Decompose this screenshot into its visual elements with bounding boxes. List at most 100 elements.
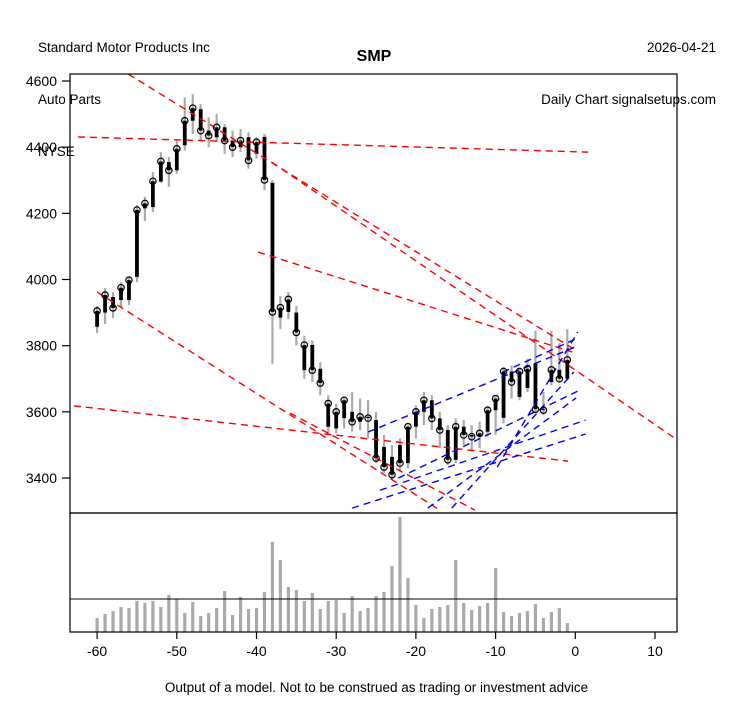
chart-title: SMP: [356, 48, 392, 65]
close-marker: [157, 157, 165, 166]
close-marker: [340, 396, 348, 405]
close-marker: [547, 366, 556, 374]
close-marker: [483, 406, 492, 414]
close-marker: [260, 176, 269, 184]
disclaimer-text: Output of a model. Not to be construed a…: [164, 680, 589, 695]
close-marker: [324, 399, 333, 408]
y-axis-label: 4600: [26, 73, 57, 89]
close-marker: [396, 459, 404, 467]
trendline-red: [271, 161, 677, 441]
close-marker: [93, 307, 101, 315]
close-marker: [555, 374, 564, 383]
close-marker: [507, 378, 516, 386]
close-marker: [515, 367, 524, 376]
close-marker: [180, 116, 189, 125]
close-marker: [220, 136, 229, 145]
close-marker: [491, 394, 500, 403]
close-marker: [204, 131, 213, 140]
close-marker: [196, 126, 205, 135]
close-markers: [93, 104, 572, 479]
close-marker: [125, 276, 133, 284]
close-marker: [404, 422, 412, 431]
trendline-red: [77, 136, 589, 153]
close-marker: [308, 366, 317, 374]
x-axis-label: -20: [406, 643, 426, 659]
y-axis-label: 3800: [26, 338, 57, 354]
trendline-red: [257, 251, 573, 353]
close-marker: [236, 136, 245, 145]
close-marker: [133, 206, 141, 214]
trendlines: [73, 74, 677, 511]
close-marker: [412, 408, 420, 416]
header-right: 2026-04-21 Daily Chart signalsetups.com: [541, 4, 716, 143]
price-bodies: [95, 108, 570, 475]
close-marker: [531, 405, 540, 413]
x-axis: -60 -50 -40 -30 -20 -10 0 10: [87, 632, 663, 659]
chart-date: 2026-04-21: [646, 39, 716, 55]
x-axis-label: 10: [647, 643, 663, 659]
close-marker: [284, 295, 293, 304]
chart-source: Daily Chart signalsetups.com: [541, 92, 716, 108]
x-axis-label: -60: [87, 643, 107, 659]
price-panel-frame: [69, 73, 678, 514]
close-marker: [348, 417, 356, 426]
close-marker: [212, 123, 221, 132]
close-marker: [443, 456, 452, 464]
close-marker: [451, 422, 460, 431]
volume-bars: [95, 517, 569, 632]
close-marker: [252, 138, 261, 147]
close-marker: [173, 145, 181, 153]
x-axis-label: -30: [326, 643, 346, 659]
close-marker: [117, 283, 125, 292]
x-axis-label: -10: [485, 643, 505, 659]
close-marker: [228, 143, 237, 151]
close-marker: [388, 470, 396, 479]
close-marker: [420, 396, 428, 405]
y-axis: 3400 3600 3800 4000 4200 4400 4600: [26, 73, 70, 486]
close-marker: [428, 414, 436, 423]
close-marker: [332, 408, 341, 416]
trendline-blue: [379, 419, 586, 491]
close-marker: [459, 431, 468, 439]
x-axis-label: -40: [246, 643, 266, 659]
close-marker: [475, 429, 484, 438]
trendline-red: [289, 412, 476, 511]
close-marker: [244, 156, 253, 165]
close-marker: [300, 341, 309, 349]
trendline-red: [96, 291, 441, 511]
close-marker: [292, 328, 301, 337]
close-marker: [436, 426, 444, 434]
exchange-label: NYSE: [38, 144, 75, 160]
x-axis-label: 0: [571, 643, 579, 659]
sector-label: Auto Parts: [38, 92, 102, 108]
trendline-blue: [451, 371, 575, 509]
close-marker: [101, 291, 109, 299]
trendline-blue: [496, 331, 579, 468]
header-left: Standard Motor Products Inc Auto Parts N…: [38, 4, 210, 195]
trendline-red: [127, 74, 576, 351]
close-marker: [364, 414, 372, 422]
close-marker: [316, 379, 325, 387]
close-marker: [141, 199, 149, 208]
y-axis-label: 3400: [26, 470, 57, 486]
close-marker: [356, 412, 364, 421]
y-axis-label: 4400: [26, 139, 57, 155]
trendline-blue: [367, 346, 576, 433]
close-marker: [523, 365, 532, 373]
trendline-blue: [502, 337, 578, 373]
trendline-blue: [351, 433, 586, 509]
close-marker: [276, 303, 285, 312]
close-marker: [165, 166, 173, 175]
close-marker: [188, 104, 197, 112]
trendline-red: [73, 405, 569, 462]
y-axis-label: 4000: [26, 271, 57, 287]
close-marker: [109, 304, 117, 312]
volume-panel-frame: [69, 512, 678, 633]
price-wicks: [95, 94, 569, 480]
close-marker: [372, 454, 380, 462]
close-marker: [563, 356, 572, 364]
company-name: Standard Motor Products Inc: [38, 39, 210, 55]
trendline-blue: [427, 397, 577, 509]
